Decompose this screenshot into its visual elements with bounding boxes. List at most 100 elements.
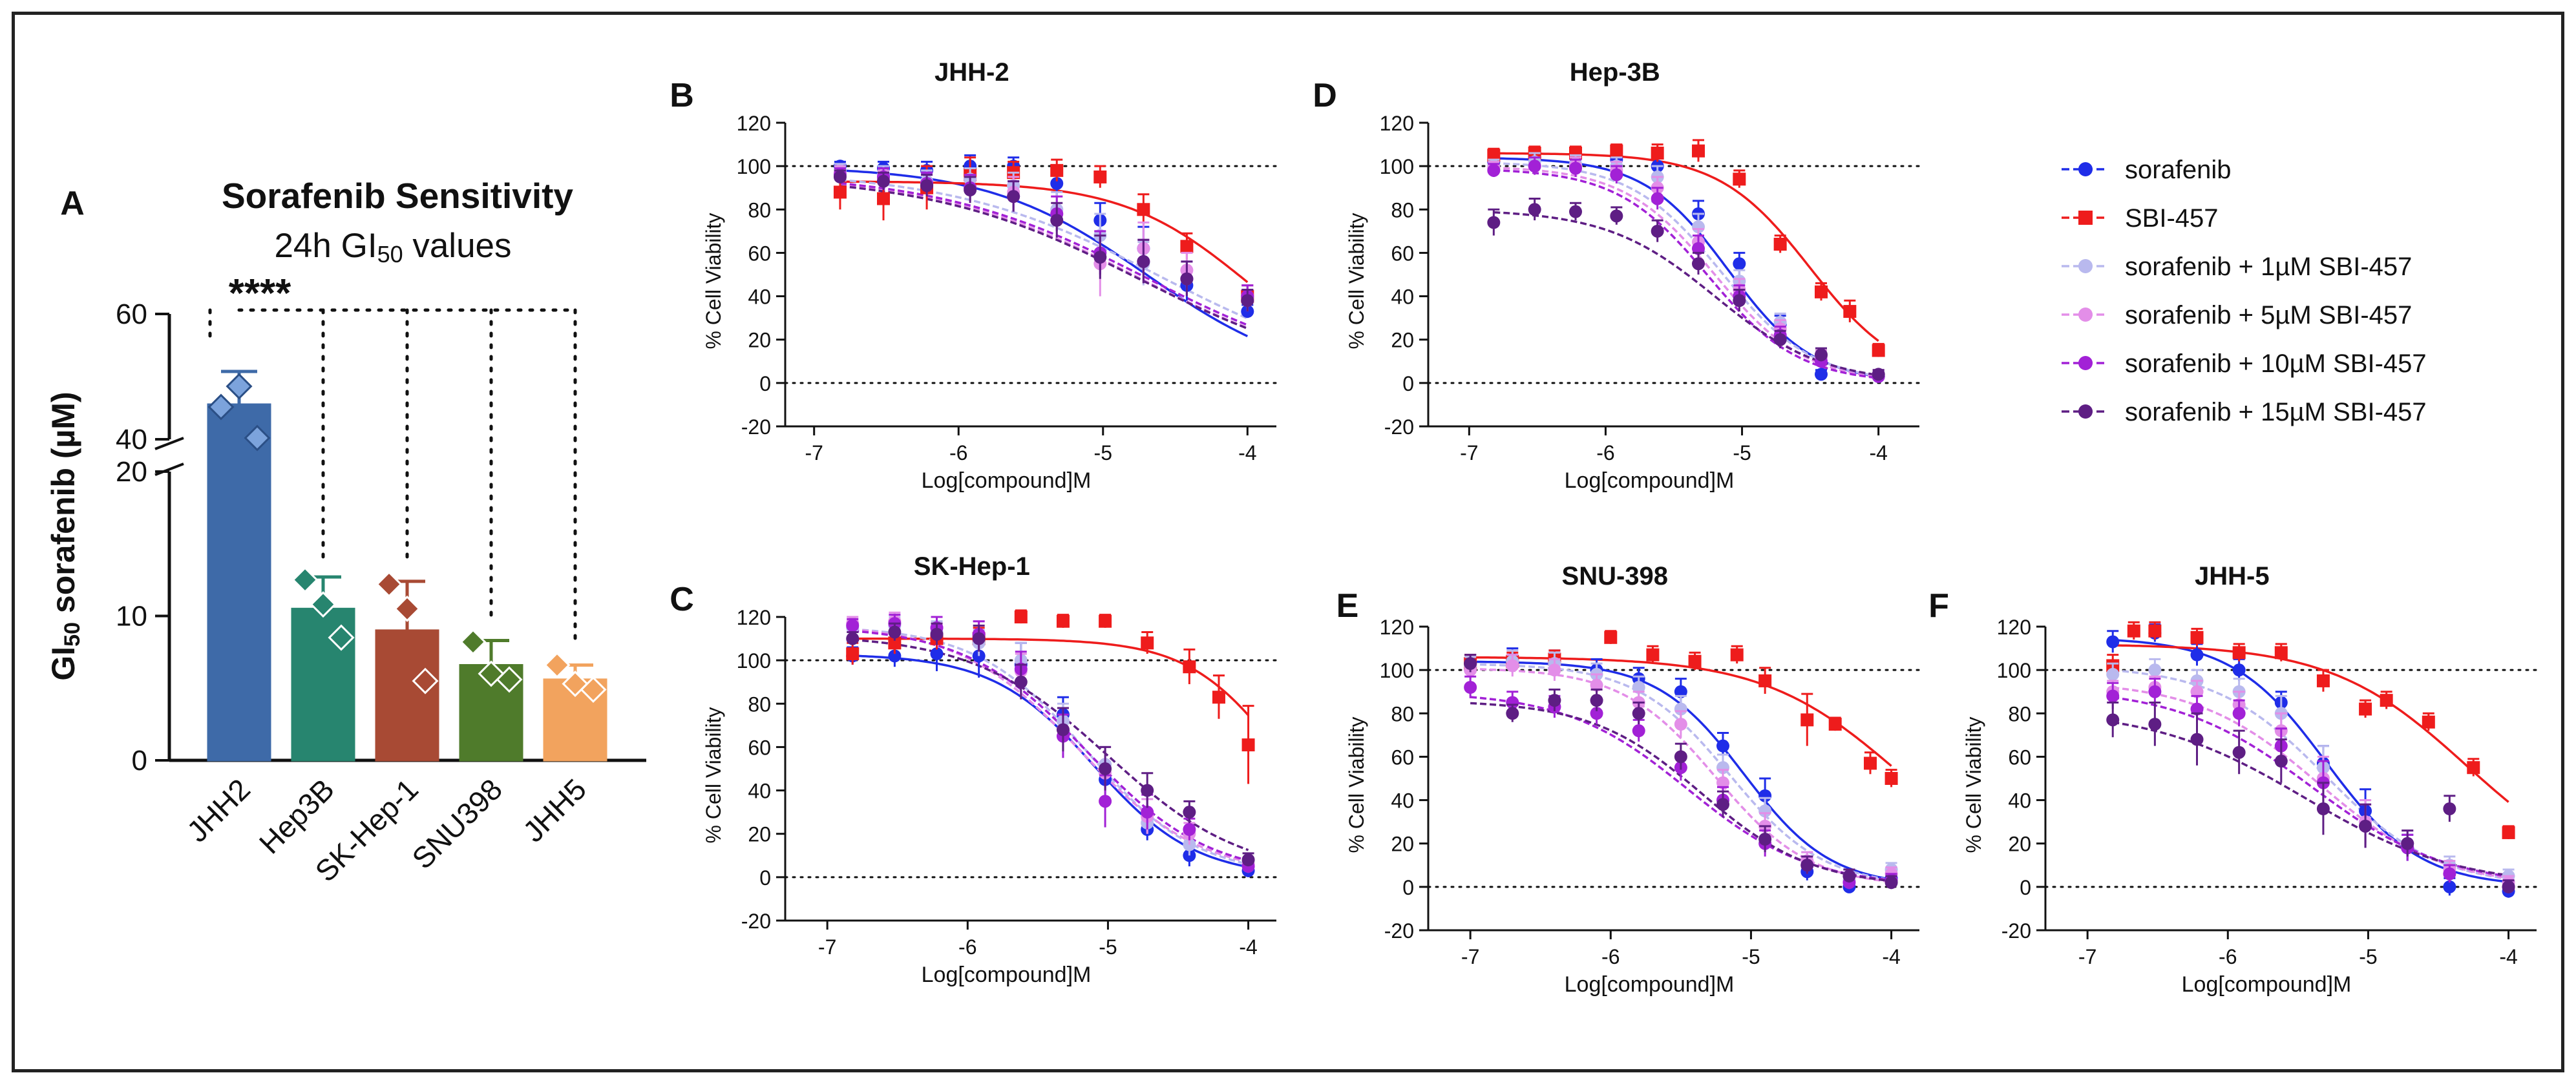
- panel-label-c: C: [670, 581, 694, 618]
- data-point-sbi457: [1872, 344, 1885, 357]
- data-point-combo15: [931, 628, 944, 641]
- figure-canvas: A Sorafenib Sensitivity24h GI50 values***…: [0, 0, 2576, 1084]
- y-tick-label: 120: [1380, 112, 1414, 135]
- data-point-combo15: [1885, 876, 1898, 889]
- data-point-combo10: [1099, 795, 1112, 808]
- panel-c-dose-response: CSK-Hep-1-20020406080100120-7 -6 -5 -4Log[c…: [670, 552, 1276, 987]
- data-point-combo15: [2275, 755, 2288, 767]
- fit-curve-sbi457: [1494, 153, 1878, 341]
- data-point-sbi457: [1646, 649, 1659, 662]
- panel-e-dose-response: E SNU-398 -20 0 20 40 60 80 100 120 -7 -6 -5 -4 Log[co…: [1336, 562, 1919, 997]
- data-point-combo15: [1610, 209, 1623, 222]
- data-point-sbi457: [2467, 761, 2480, 774]
- fit-curve-sbi457: [2113, 645, 2508, 802]
- data-point-combo1: [2106, 668, 2119, 681]
- x-tick-label: -6: [2219, 945, 2237, 968]
- y-tick-label: 20: [2008, 833, 2031, 856]
- data-point-combo10: [2148, 685, 2161, 698]
- data-point-combo15: [1057, 724, 1070, 736]
- data-point-combo15: [1007, 190, 1020, 203]
- data-point-combo15: [2502, 881, 2515, 893]
- data-point-sbi457: [1815, 286, 1828, 298]
- fit-curve-combo1: [1494, 163, 1878, 377]
- y-tick-label: -20: [1384, 919, 1414, 943]
- y-tick-label: 0: [1402, 372, 1414, 395]
- data-point-combo10: [2106, 689, 2119, 702]
- y-tick-label: 100: [737, 649, 771, 672]
- panel-d-dose-response: DHep-3B-20020406080100120-7 -6 -5 -4Log[com…: [1313, 58, 1919, 493]
- data-point-combo15: [834, 171, 847, 183]
- data-point-combo15: [1651, 225, 1664, 238]
- y-tick-label: 120: [1380, 616, 1414, 639]
- data-point-sbi457: [1093, 171, 1106, 183]
- data-point-sorafenib: [2191, 649, 2204, 662]
- data-point: [545, 653, 569, 677]
- data-point-sbi457: [1099, 615, 1112, 628]
- data-point-combo10: [1528, 160, 1541, 172]
- legend-label-sbi457: SBI-457: [2125, 204, 2219, 233]
- data-point-sbi457: [1843, 305, 1856, 318]
- legend-marker-sorafenib: [2078, 162, 2093, 176]
- subtitle-text-end: values: [403, 227, 512, 265]
- panel-label-b: B: [670, 77, 694, 114]
- y-tick-label: 0: [759, 866, 771, 890]
- data-point-sorafenib: [2233, 663, 2246, 676]
- y-tick-label: -20: [741, 910, 771, 933]
- data-point-combo15: [1015, 676, 1028, 689]
- x-tick-label: SNU398: [405, 772, 509, 875]
- y-tick-label: 80: [2008, 702, 2031, 725]
- data-point: [396, 597, 419, 621]
- fit-curve-combo5: [2113, 687, 2508, 878]
- data-point: [377, 572, 401, 596]
- data-point-combo15: [1241, 294, 1254, 307]
- y-tick-label: -20: [1384, 415, 1414, 439]
- data-point-combo15: [1050, 214, 1063, 227]
- data-point-combo15: [1180, 273, 1193, 286]
- x-tick-label: -5: [1733, 441, 1751, 464]
- x-tick-label: -5: [1099, 935, 1117, 959]
- data-point-sbi457: [1610, 145, 1623, 158]
- ylabel-text: GI: [45, 647, 81, 681]
- x-axis-label: Log[compound]M: [2182, 972, 2352, 997]
- data-point-sbi457: [1651, 147, 1664, 160]
- panel-title: SNU-398: [1562, 562, 1669, 590]
- panel-title: Hep-3B: [1570, 58, 1660, 87]
- data-point-combo15: [888, 626, 901, 639]
- fit-curve-combo1: [2113, 671, 2508, 879]
- y-tick-label: 100: [1997, 659, 2031, 682]
- y-tick-label: 100: [737, 155, 771, 178]
- y-tick-label: 80: [748, 198, 771, 222]
- data-point-sbi457: [1864, 757, 1877, 770]
- data-point-combo15: [1528, 203, 1541, 216]
- data-point-sbi457: [1604, 631, 1617, 644]
- data-point-combo5: [1506, 659, 1519, 672]
- panel-a-ylabel: GI50 sorafenib (µM): [45, 391, 85, 680]
- data-point-sbi457: [2127, 625, 2140, 638]
- panel-a-bar-chart: A Sorafenib Sensitivity24h GI50 values***…: [45, 176, 646, 888]
- y-tick-label: 80: [1391, 702, 1414, 725]
- panel-b-dose-response: BJHH-2-20020406080100120-7 -6 -5 -4Log[comp…: [670, 58, 1276, 493]
- data-point-combo15: [1242, 853, 1255, 866]
- y-tick-label: 20: [116, 456, 147, 488]
- fit-curve-combo10: [2113, 698, 2508, 877]
- data-point-combo10: [846, 619, 859, 632]
- x-axis-label: Log[compound]M: [1565, 972, 1735, 997]
- data-point-sbi457: [1242, 738, 1255, 751]
- x-tick-label: JHH2: [180, 772, 257, 848]
- y-tick-label: 120: [1997, 616, 2031, 639]
- data-point-sbi457: [1692, 145, 1705, 158]
- x-tick-label: -4: [2499, 945, 2517, 968]
- data-point-combo15: [2401, 837, 2414, 850]
- data-point-combo15: [1569, 205, 1582, 218]
- bar-JHH2: [208, 404, 270, 760]
- legend-label-combo1: sorafenib + 1µM SBI-457: [2125, 253, 2412, 281]
- data-point-sbi457: [2502, 826, 2515, 839]
- x-tick-label: -4: [1239, 935, 1257, 959]
- y-axis-label: % Cell Viability: [702, 213, 725, 349]
- x-tick-label: -4: [1869, 441, 1887, 464]
- data-point-sbi457: [1183, 660, 1196, 673]
- data-point-sbi457: [1731, 649, 1744, 662]
- x-tick-label: -6: [1601, 945, 1620, 968]
- data-point-combo15: [1464, 657, 1477, 670]
- data-point-combo15: [1692, 257, 1705, 270]
